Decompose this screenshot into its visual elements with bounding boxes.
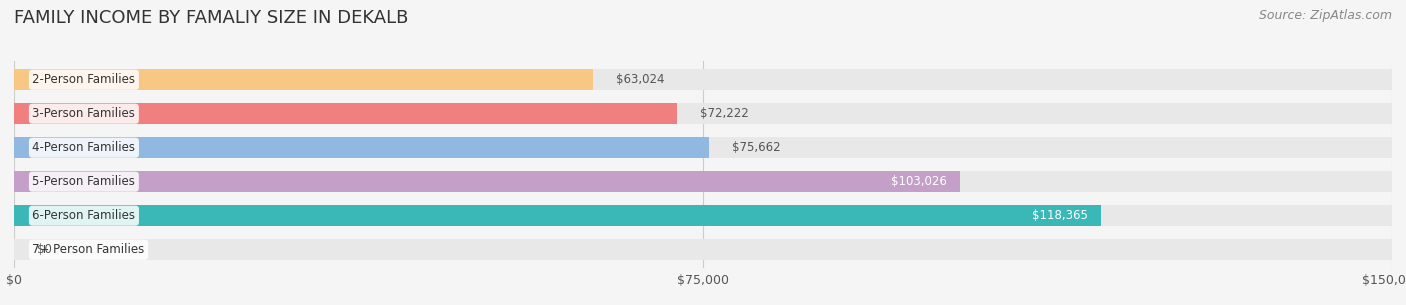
Text: $0: $0 — [37, 243, 52, 256]
Bar — [14, 205, 1101, 226]
Bar — [14, 137, 709, 158]
Bar — [14, 103, 1392, 124]
Text: 7+ Person Families: 7+ Person Families — [32, 243, 145, 256]
Text: 2-Person Families: 2-Person Families — [32, 73, 135, 86]
Text: Source: ZipAtlas.com: Source: ZipAtlas.com — [1258, 9, 1392, 22]
Text: 6-Person Families: 6-Person Families — [32, 209, 135, 222]
Bar — [14, 137, 1392, 158]
Text: $103,026: $103,026 — [891, 175, 946, 188]
Text: $75,662: $75,662 — [733, 141, 780, 154]
Bar — [14, 171, 1392, 192]
Bar — [14, 69, 593, 90]
Bar — [14, 69, 1392, 90]
Text: $118,365: $118,365 — [1032, 209, 1088, 222]
Text: $72,222: $72,222 — [700, 107, 749, 120]
Text: 3-Person Families: 3-Person Families — [32, 107, 135, 120]
Bar — [14, 239, 1392, 260]
Bar — [14, 205, 1392, 226]
Text: $63,024: $63,024 — [616, 73, 665, 86]
Text: 5-Person Families: 5-Person Families — [32, 175, 135, 188]
Text: 4-Person Families: 4-Person Families — [32, 141, 135, 154]
Bar — [14, 171, 960, 192]
Bar — [14, 103, 678, 124]
Text: FAMILY INCOME BY FAMALIY SIZE IN DEKALB: FAMILY INCOME BY FAMALIY SIZE IN DEKALB — [14, 9, 408, 27]
